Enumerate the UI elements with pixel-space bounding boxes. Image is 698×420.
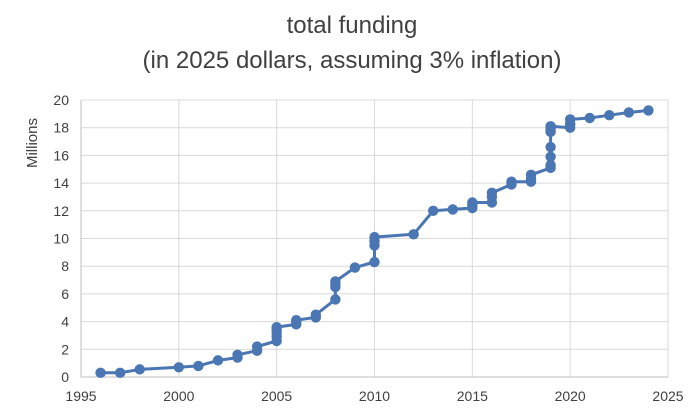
data-point [564, 114, 576, 125]
x-tick-label: 2010 [359, 388, 390, 404]
data-point [212, 355, 224, 366]
x-tick-label: 2020 [555, 388, 586, 404]
data-point [467, 197, 478, 208]
data-point [428, 205, 439, 216]
x-tick-label: 2000 [163, 388, 194, 404]
data-point [369, 231, 380, 243]
data-point [310, 309, 321, 320]
y-tick-label: 14 [53, 175, 69, 191]
x-tick-label: 1995 [65, 388, 96, 404]
y-tick-label: 10 [53, 231, 69, 247]
y-tick-label: 8 [61, 258, 69, 274]
data-point [349, 262, 361, 273]
data-point [330, 294, 341, 305]
y-tick-label: 20 [53, 92, 69, 108]
y-tick-label: 0 [61, 369, 69, 385]
data-point [114, 367, 126, 379]
data-point [134, 364, 145, 375]
data-point [369, 256, 380, 268]
data-point [271, 321, 282, 333]
data-point [291, 315, 302, 326]
data-point [604, 110, 615, 121]
data-point [486, 187, 498, 198]
data-point [545, 141, 556, 153]
x-tick-label: 2015 [457, 388, 488, 404]
data-point [408, 229, 419, 240]
data-point [545, 121, 556, 132]
data-point [193, 360, 204, 372]
y-tick-label: 4 [61, 314, 69, 330]
data-point [232, 349, 243, 361]
y-tick-label: 16 [53, 147, 69, 163]
x-tick-label: 2025 [652, 388, 683, 404]
y-tick-label: 18 [53, 120, 69, 136]
data-point [251, 341, 263, 352]
y-tick-label: 12 [53, 203, 69, 219]
series-total-funding [95, 105, 654, 379]
data-point [545, 151, 556, 162]
y-axis-label: Millions [24, 118, 41, 168]
data-point [447, 204, 458, 215]
data-point [525, 169, 537, 180]
data-point [643, 105, 654, 116]
data-point [623, 107, 635, 118]
data-point [584, 112, 595, 124]
data-point [506, 176, 517, 187]
data-point [330, 276, 341, 287]
x-tick-label: 2005 [261, 388, 292, 404]
axes: 0 2 4 6 8 10 12 14 16 18 20 1995 2000 2005 2010 2015 202… [53, 92, 683, 404]
y-tick-label: 6 [61, 286, 69, 302]
data-point [173, 362, 185, 373]
chart-title-line-1: total funding [287, 12, 418, 39]
data-point [95, 367, 106, 379]
y-tick-label: 2 [61, 341, 69, 357]
data-point [545, 159, 556, 171]
chart-title-line-2: (in 2025 dollars, assuming 3% inflation) [143, 47, 562, 74]
